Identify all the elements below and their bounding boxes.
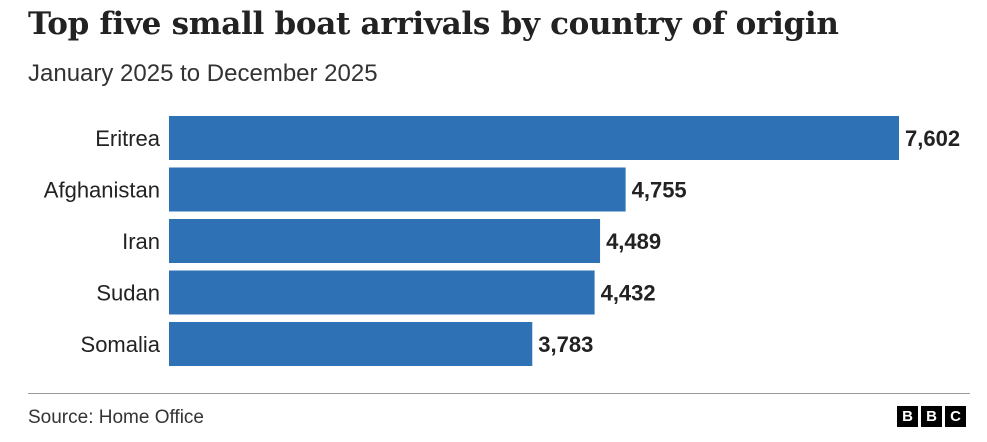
source-note: Source: Home Office [28,407,205,428]
bar-afghanistan [169,167,626,212]
category-label-sudan: Sudan [96,281,160,306]
category-label-eritrea: Eritrea [95,126,161,151]
value-label-sudan: 4,432 [601,281,656,306]
value-label-afghanistan: 4,755 [632,178,687,203]
category-label-iran: Iran [122,229,160,254]
bar-iran [169,219,601,263]
bar-chart: Eritrea 7,602 Afghanistan 4,755 Iran 4,489 Sud… [44,116,960,366]
value-label-somalia: 3,783 [538,332,593,357]
value-label-iran: 4,489 [606,229,661,254]
bbc-logo-letter-1: B [897,406,918,427]
bar-somalia [169,322,533,366]
bar-sudan [169,270,595,315]
bar-eritrea [169,116,899,160]
category-label-somalia: Somalia [81,332,161,357]
bbc-logo-letter-3: C [945,406,966,427]
value-label-eritrea: 7,602 [905,126,960,151]
bbc-logo: B B C [897,406,966,427]
chart-title: Top five small boat arrivals by country … [28,6,839,42]
footer-divider [28,393,970,394]
category-label-afghanistan: Afghanistan [44,178,160,203]
bbc-logo-letter-2: B [921,406,942,427]
chart-subtitle: January 2025 to December 2025 [28,60,378,87]
